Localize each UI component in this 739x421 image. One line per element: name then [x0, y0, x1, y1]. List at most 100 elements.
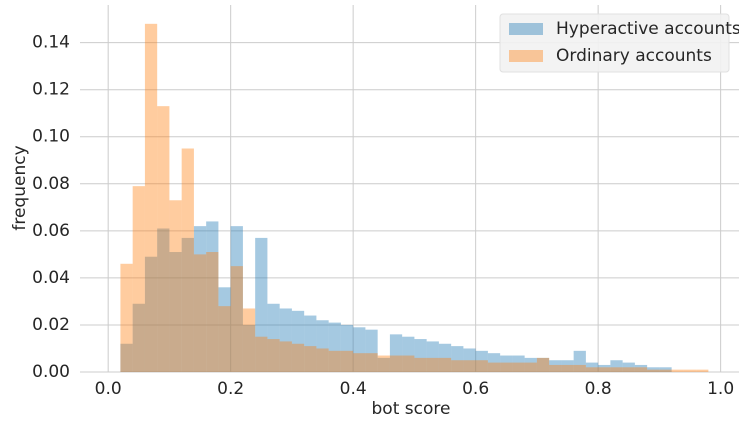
- y-tick-label: 0.04: [32, 268, 70, 288]
- histogram-bar: [193, 226, 207, 372]
- histogram-bar: [622, 362, 635, 372]
- histogram-bar: [316, 348, 329, 372]
- histogram-bar: [267, 303, 280, 372]
- histogram-bar: [585, 362, 599, 372]
- histogram-bar: [451, 346, 464, 372]
- legend-swatch: [509, 50, 543, 62]
- legend-label: Hyperactive accounts: [556, 19, 739, 39]
- x-tick-label: 0.6: [462, 379, 489, 399]
- histogram-bar: [536, 357, 550, 372]
- y-tick-label: 0.10: [32, 127, 70, 147]
- histogram-bar: [475, 360, 488, 372]
- histogram-bar: [512, 355, 525, 372]
- histogram-bar: [242, 308, 256, 372]
- histogram-bar: [598, 367, 611, 372]
- histogram-bar: [414, 357, 427, 372]
- histogram-bar: [610, 367, 623, 372]
- histogram-bar: [206, 252, 219, 372]
- histogram-bar: [475, 350, 488, 372]
- histogram-bar: [524, 362, 537, 372]
- histogram-bar: [353, 353, 366, 372]
- histogram-bar: [610, 360, 623, 372]
- y-tick-label: 0.12: [32, 80, 70, 100]
- legend-box: [499, 13, 730, 73]
- histogram-bar: [500, 362, 513, 372]
- histogram-bar: [304, 346, 317, 372]
- histogram-bar: [426, 357, 439, 372]
- histogram-bar: [634, 364, 648, 372]
- histogram-bar: [696, 369, 709, 372]
- histogram-bar: [291, 343, 305, 372]
- histogram-bar: [377, 357, 390, 372]
- legend-swatch: [509, 23, 543, 35]
- histogram-bar: [120, 263, 133, 372]
- histogram-bar: [598, 364, 611, 372]
- y-tick-label: 0.06: [32, 221, 70, 241]
- histogram-bar: [512, 362, 525, 372]
- y-tick-label: 0.08: [32, 174, 70, 194]
- histogram-bar: [120, 343, 133, 372]
- y-tick-label: 0.00: [32, 362, 70, 382]
- histogram-bar: [549, 360, 562, 372]
- histogram-bar: [304, 315, 317, 372]
- histogram-bar: [659, 369, 672, 372]
- histogram-bar: [218, 306, 231, 372]
- histogram-bar: [634, 367, 648, 372]
- histogram-bar: [549, 364, 562, 372]
- histogram-bar: [328, 350, 341, 372]
- histogram-bar: [524, 357, 537, 372]
- histogram-bar: [169, 252, 182, 372]
- histogram-bar: [487, 353, 501, 372]
- histogram-bar: [438, 343, 452, 372]
- histogram-bar: [316, 320, 329, 372]
- histogram-bar: [157, 106, 170, 373]
- histogram-bar: [487, 362, 501, 372]
- x-tick-label: 0.8: [585, 379, 612, 399]
- histogram-bar: [463, 360, 476, 372]
- y-tick-label: 0.02: [32, 315, 70, 335]
- x-tick-label: 0.2: [217, 379, 244, 399]
- histogram-bar: [426, 341, 439, 372]
- histogram-bar: [585, 367, 599, 372]
- histogram-bar: [377, 355, 390, 372]
- histogram-bar: [389, 355, 403, 372]
- histogram-bar: [340, 324, 354, 372]
- histogram-bar: [365, 329, 378, 372]
- histogram-bar: [193, 254, 207, 372]
- histogram-bar: [144, 256, 158, 372]
- histogram-bar: [573, 364, 586, 372]
- histogram-bar: [181, 237, 194, 372]
- histogram-bar: [291, 310, 305, 372]
- histogram-bar: [242, 324, 256, 372]
- histogram-bar: [279, 341, 292, 372]
- histogram-bar: [659, 367, 672, 372]
- histogram-bar: [255, 237, 268, 372]
- histogram-bar: [279, 308, 292, 372]
- histogram-bar: [438, 357, 452, 372]
- histogram-bar: [230, 266, 243, 372]
- histogram-bar: [389, 334, 403, 372]
- histogram-bar: [561, 360, 574, 372]
- histogram-bar: [561, 364, 574, 372]
- legend-label: Ordinary accounts: [556, 46, 712, 66]
- histogram-bar: [144, 23, 158, 372]
- histogram-bar: [573, 350, 586, 372]
- y-tick-label: 0.14: [32, 33, 70, 53]
- y-axis-label: frequency: [10, 145, 30, 230]
- x-axis-label: bot score: [372, 399, 451, 419]
- histogram-bar: [647, 367, 660, 372]
- histogram-bar: [132, 303, 145, 372]
- histogram-bar: [267, 339, 280, 372]
- histogram-bar: [328, 322, 341, 372]
- histogram-bar: [647, 369, 660, 372]
- histogram-bar: [414, 339, 427, 372]
- histogram-bar: [218, 287, 231, 372]
- histogram-bar: [402, 336, 415, 372]
- histogram-bar: [230, 226, 243, 372]
- histogram-bar: [169, 200, 182, 372]
- x-tick-label: 0.0: [95, 379, 122, 399]
- histogram-bar: [353, 327, 366, 372]
- histogram-bar: [463, 348, 476, 372]
- x-tick-label: 1.0: [707, 379, 734, 399]
- histogram-bar: [683, 369, 697, 372]
